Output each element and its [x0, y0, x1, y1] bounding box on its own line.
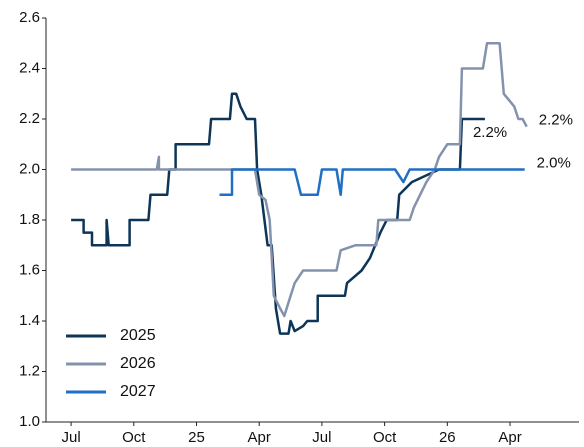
x-tick-label: Apr: [498, 429, 521, 446]
line: [219, 168, 525, 197]
y-tick-label: 2.4: [19, 59, 40, 76]
x-tick-label: Jul: [61, 429, 80, 446]
line: [71, 42, 528, 318]
y-tick-label: 1.4: [19, 312, 40, 329]
y-tick-label: 1.6: [19, 261, 40, 278]
y-tick-label: 2.2: [19, 110, 40, 127]
x-tick-label: Oct: [373, 429, 397, 446]
x-tick-label: Jul: [312, 429, 331, 446]
x-tick-label: Apr: [248, 429, 271, 446]
y-tick-label: 1.2: [19, 362, 40, 379]
x-tick-label: 25: [188, 429, 205, 446]
legend-label: 2026: [120, 355, 156, 372]
y-tick-label: 2.0: [19, 160, 40, 177]
y-tick-label: 1.0: [19, 413, 40, 430]
x-tick-label: Oct: [122, 429, 146, 446]
end-label: 2.2%: [473, 124, 507, 141]
line: [71, 92, 485, 335]
legend-label: 2025: [120, 327, 156, 344]
x-tick-label: 26: [439, 429, 456, 446]
y-tick-label: 2.6: [19, 9, 40, 26]
end-label: 2.2%: [539, 112, 573, 129]
legend-label: 2027: [120, 383, 156, 400]
y-tick-label: 1.8: [19, 211, 40, 228]
end-label: 2.0%: [537, 154, 571, 171]
